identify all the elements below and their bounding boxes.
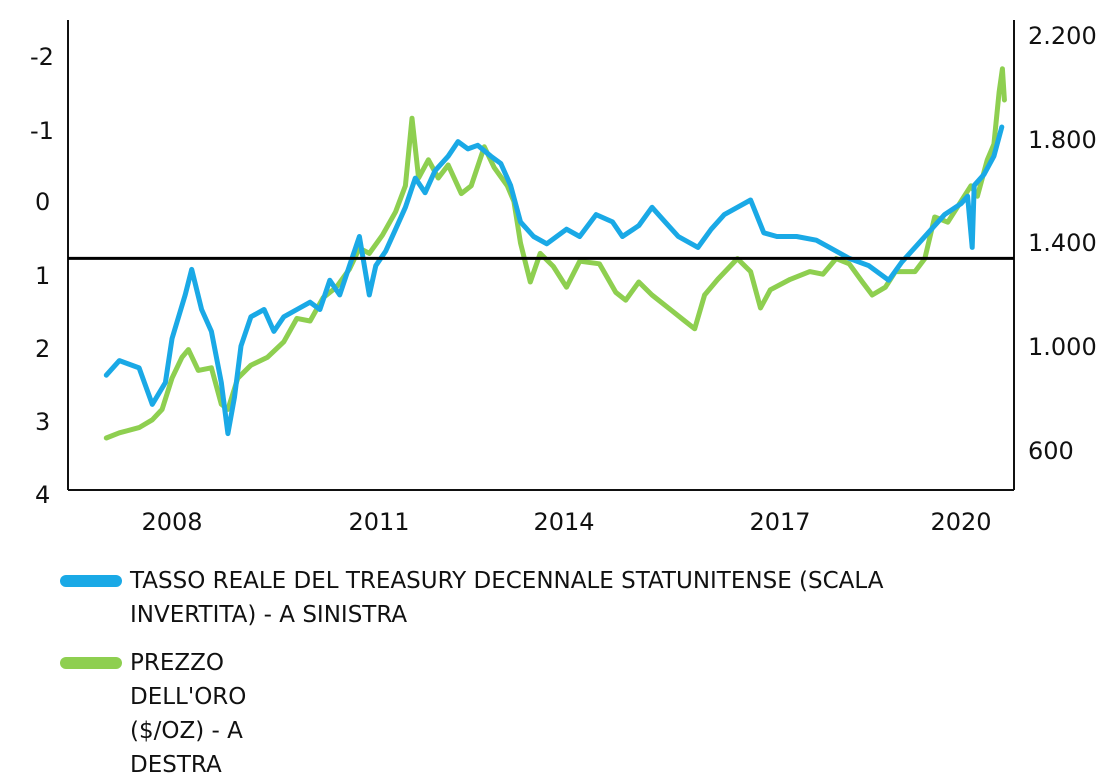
right-tick-label: 2.200 — [1028, 22, 1097, 50]
right-tick-label: 600 — [1028, 437, 1074, 465]
legend-item-real-yield: TASSO REALE DEL TREASURY DECENNALE STATU… — [60, 564, 930, 632]
legend-item-gold: PREZZO DELL'ORO ($/OZ) - A DESTRA — [60, 646, 246, 782]
x-axis: 2008 2011 2014 2017 2020 — [68, 489, 1014, 536]
right-tick-label: 1.800 — [1028, 126, 1097, 154]
legend-label-gold: PREZZO DELL'ORO ($/OZ) - A DESTRA — [130, 650, 247, 778]
series-line-gold — [103, 66, 1007, 441]
left-tick-label: 1 — [35, 262, 50, 290]
legend-swatch-gold — [60, 657, 122, 669]
left-tick-label: 2 — [35, 335, 50, 363]
chart: -2 -1 0 1 2 3 4 600 1.000 1.400 1.800 2.… — [30, 20, 1097, 536]
legend-swatch-real-yield — [60, 575, 122, 587]
legend-label-real-yield: TASSO REALE DEL TREASURY DECENNALE STATU… — [130, 568, 884, 628]
left-tick-label: 3 — [35, 408, 50, 436]
series-line-real-yield — [103, 124, 1005, 437]
left-tick-label: -1 — [30, 117, 54, 145]
x-tick-label: 2011 — [348, 508, 409, 536]
x-tick-label: 2017 — [749, 508, 810, 536]
x-tick-label: 2014 — [533, 508, 594, 536]
left-tick-label: -2 — [30, 43, 54, 71]
right-tick-label: 1.000 — [1028, 333, 1097, 361]
left-tick-label: 0 — [35, 188, 50, 216]
left-tick-label: 4 — [35, 481, 50, 509]
x-tick-label: 2008 — [141, 508, 202, 536]
right-axis: 600 1.000 1.400 1.800 2.200 — [1013, 20, 1097, 490]
series-layer — [103, 66, 1007, 441]
x-tick-label: 2020 — [930, 508, 991, 536]
left-axis: -2 -1 0 1 2 3 4 — [30, 20, 69, 509]
right-tick-label: 1.400 — [1028, 229, 1097, 257]
